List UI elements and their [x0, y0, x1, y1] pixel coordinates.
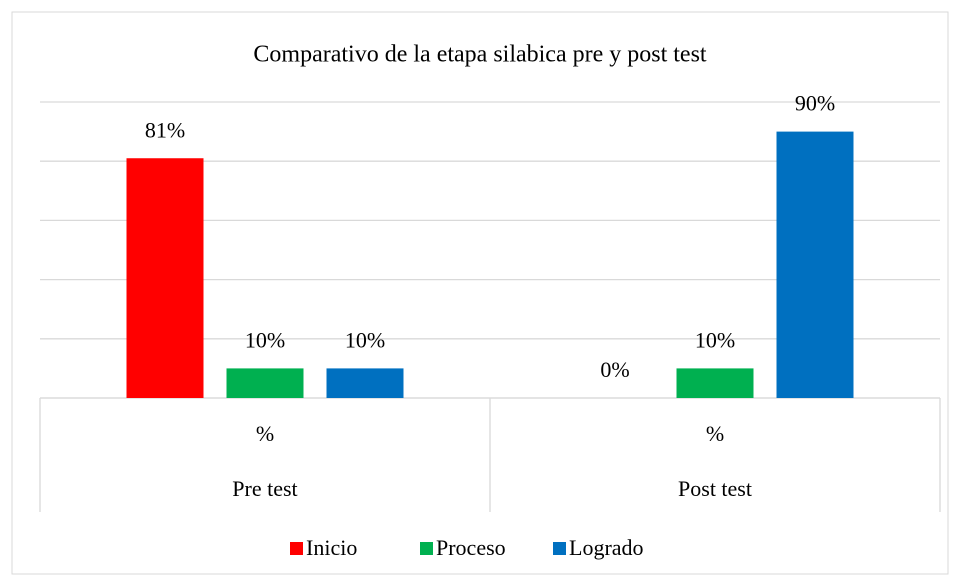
- legend-swatch: [420, 542, 433, 555]
- legend-label: Inicio: [306, 535, 357, 560]
- data-label: 10%: [695, 327, 735, 352]
- legend-swatch: [290, 542, 303, 555]
- x-tick-label: Post test: [678, 476, 752, 501]
- legend-label: Logrado: [569, 535, 644, 560]
- legend-label: Proceso: [436, 535, 506, 560]
- data-label: 90%: [795, 91, 835, 116]
- bar: [776, 131, 854, 398]
- bar: [226, 368, 304, 398]
- data-label: 81%: [145, 117, 185, 142]
- chart-title: Comparativo de la etapa silabica pre y p…: [253, 42, 707, 68]
- bar: [326, 368, 404, 398]
- x-tick-label: Pre test: [232, 476, 297, 501]
- bar: [676, 368, 754, 398]
- legend-swatch: [553, 542, 566, 555]
- x-subcategory-label: %: [706, 421, 724, 446]
- data-label: 0%: [600, 357, 629, 382]
- bar: [126, 158, 204, 398]
- x-subcategory-label: %: [256, 421, 274, 446]
- data-label: 10%: [345, 327, 385, 352]
- data-label: 10%: [245, 327, 285, 352]
